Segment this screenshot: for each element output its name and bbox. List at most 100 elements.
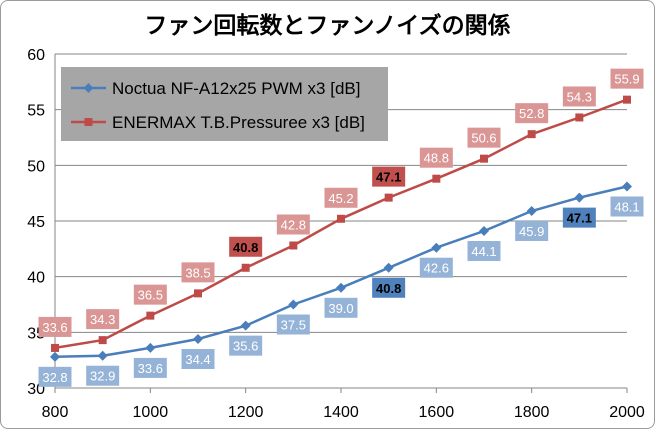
data-point <box>193 334 203 345</box>
data-label: 32.9 <box>90 369 115 384</box>
legend-entry-1: ENERMAX T.B.Pressuree x3 [dB] <box>112 113 365 132</box>
data-point <box>288 299 299 310</box>
data-point <box>98 336 107 345</box>
y-tick-label: 50 <box>27 158 45 175</box>
data-label: 47.1 <box>567 211 592 226</box>
data-point <box>574 192 585 203</box>
data-label: 40.8 <box>376 281 401 296</box>
data-label-box <box>372 277 406 298</box>
data-label: 50.6 <box>471 131 496 146</box>
data-label: 42.6 <box>424 261 449 276</box>
data-point <box>384 193 393 202</box>
data-label-box <box>86 365 120 386</box>
data-label-box <box>467 127 501 148</box>
series-lines <box>50 95 632 362</box>
data-label: 44.1 <box>471 244 496 259</box>
legend-swatch-marker <box>83 83 94 93</box>
data-label: 52.8 <box>519 106 544 121</box>
data-point <box>289 241 298 250</box>
x-tick-label: 2000 <box>609 404 645 421</box>
data-label: 55.9 <box>614 72 639 87</box>
data-label-box <box>38 316 72 337</box>
data-point <box>383 262 394 273</box>
data-label-box <box>372 166 406 187</box>
data-label-box <box>229 236 263 257</box>
data-point <box>575 113 584 122</box>
data-point <box>432 174 441 183</box>
data-label-box <box>276 314 310 335</box>
data-label: 54.3 <box>567 89 592 104</box>
data-point <box>431 242 442 253</box>
data-label-box <box>562 86 596 107</box>
data-label-box <box>610 196 644 217</box>
y-tick-label: 55 <box>27 103 45 120</box>
data-label-box <box>562 207 596 228</box>
data-label: 32.8 <box>42 370 67 385</box>
data-label-box <box>419 147 453 168</box>
legend: Noctua NF-A12x25 PWM x3 [dB] ENERMAX T.B.… <box>61 67 388 141</box>
x-tick-label: 1000 <box>133 404 169 421</box>
data-label-box <box>229 335 263 356</box>
data-point <box>479 226 489 237</box>
y-tick-label: 60 <box>27 47 45 64</box>
data-label-box <box>515 103 549 124</box>
data-label-box <box>86 309 120 330</box>
data-label: 38.5 <box>185 265 210 280</box>
data-labels: 32.8 32.9 33.6 34.4 35.6 37.5 39.0 40.8 42.6 44.1… <box>38 68 644 387</box>
x-tick-label: 800 <box>42 404 69 421</box>
data-label: 33.6 <box>138 361 163 376</box>
data-point <box>51 343 59 352</box>
data-point <box>623 95 631 104</box>
x-tick-label: 1800 <box>514 404 550 421</box>
legend-box <box>61 67 388 141</box>
data-label-box <box>133 284 167 305</box>
data-label-box <box>133 357 167 378</box>
y-tick-label: 45 <box>27 214 45 231</box>
legend-swatch-marker <box>84 118 93 126</box>
data-label: 45.9 <box>519 224 544 239</box>
data-point <box>50 351 60 362</box>
data-label-box <box>38 366 72 387</box>
data-label: 35.6 <box>233 339 258 354</box>
data-point <box>622 181 632 192</box>
x-tick-label: 1200 <box>228 404 264 421</box>
data-label-box <box>181 349 215 370</box>
data-label: 36.5 <box>138 288 163 303</box>
data-label: 45.2 <box>328 191 353 206</box>
data-point <box>480 154 488 163</box>
data-label: 48.8 <box>424 151 449 166</box>
data-label-box <box>276 214 310 235</box>
data-point <box>337 214 345 223</box>
data-label: 39.0 <box>328 301 353 316</box>
data-label-box <box>181 262 215 283</box>
data-point <box>145 342 156 353</box>
data-point <box>527 130 536 139</box>
data-label: 34.3 <box>90 312 115 327</box>
data-point <box>194 289 202 298</box>
series-line-0 <box>54 185 628 359</box>
data-point <box>526 205 537 216</box>
data-label: 47.1 <box>376 170 401 185</box>
x-tick-label: 1600 <box>419 404 455 421</box>
data-label-box <box>419 257 453 278</box>
x-tick-label: 1400 <box>323 404 359 421</box>
y-tick-label: 40 <box>27 270 45 287</box>
data-point <box>240 320 251 331</box>
data-label: 42.8 <box>281 217 306 232</box>
data-label: 40.8 <box>233 240 258 255</box>
data-point <box>97 350 108 361</box>
data-label-box <box>467 241 501 262</box>
data-label: 48.1 <box>614 199 639 214</box>
data-label-box <box>610 68 644 89</box>
data-label: 37.5 <box>281 318 306 333</box>
data-label-box <box>324 297 358 318</box>
chart-title: ファン回転数とファンノイズの関係 <box>144 13 511 39</box>
data-label: 33.6 <box>42 320 67 335</box>
data-label-box <box>515 220 549 241</box>
legend-entry-0: Noctua NF-A12x25 PWM x3 [dB] <box>112 79 360 98</box>
data-label: 34.4 <box>185 352 210 367</box>
data-point <box>336 282 346 293</box>
data-point <box>241 263 250 272</box>
